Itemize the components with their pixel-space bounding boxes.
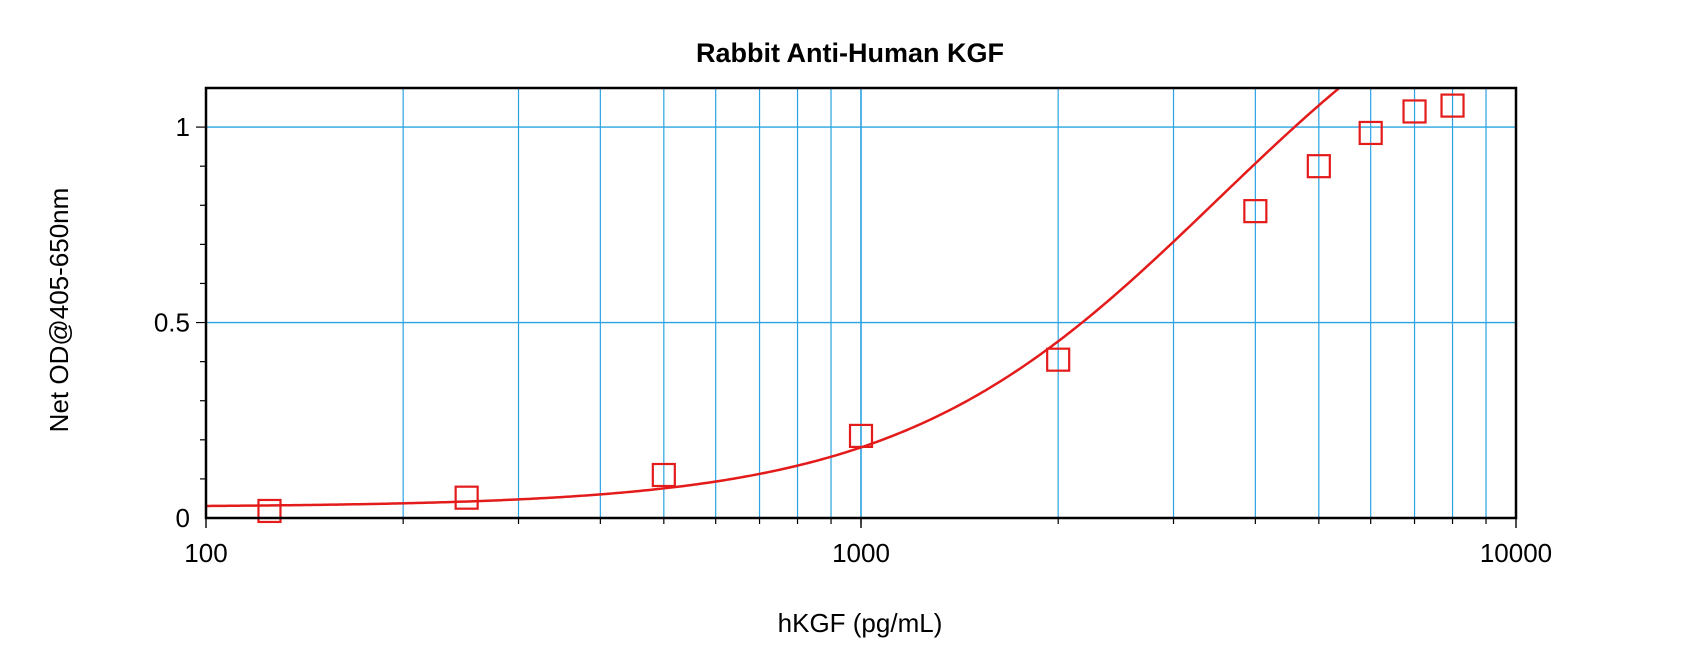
- data-point: [1440, 93, 1465, 118]
- data-points: [257, 93, 1465, 524]
- y-tick-label: 0.5: [154, 308, 190, 338]
- x-tick-labels: 100 1000 10000: [184, 538, 1552, 568]
- axis-ticks: [196, 126, 1517, 528]
- y-tick-label: 1: [176, 112, 190, 142]
- grid-lines: [206, 88, 1516, 518]
- data-point: [1358, 120, 1383, 146]
- x-axis-label: hKGF (pg/mL): [778, 608, 943, 638]
- fit-curve: [205, 87, 1340, 508]
- x-tick-label: 1000: [832, 538, 890, 568]
- data-point: [1402, 99, 1427, 124]
- x-tick-label: 100: [184, 538, 227, 568]
- data-point: [257, 498, 282, 524]
- plot-frame: [204, 86, 1518, 520]
- y-tick-labels: 00.51: [154, 112, 190, 533]
- x-tick-label: 10000: [1480, 538, 1552, 568]
- chart-title: Rabbit Anti-Human KGF: [696, 38, 1004, 68]
- data-point: [1306, 154, 1331, 179]
- data-point: [454, 485, 479, 510]
- y-tick-label: 0: [176, 503, 190, 533]
- data-point: [1243, 199, 1268, 224]
- data-point: [848, 423, 874, 449]
- y-axis-label: Net OD@405-650nm: [44, 188, 74, 433]
- data-point: [651, 462, 676, 488]
- data-point: [1046, 347, 1071, 372]
